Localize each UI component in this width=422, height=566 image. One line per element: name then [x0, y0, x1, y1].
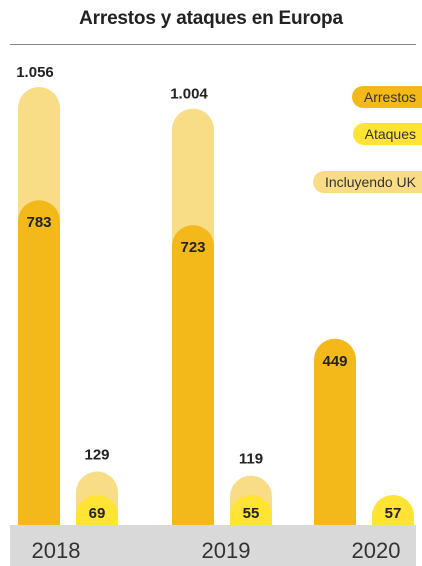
bar-arrestos-2019	[172, 225, 214, 525]
label-arrestos-uk-2019: 1.004	[170, 86, 208, 103]
label-arrestos-2019: 723	[180, 239, 205, 256]
label-ataques-uk-2019: 119	[239, 451, 263, 468]
bar-arrestos-2020	[314, 338, 356, 525]
label-ataques-2020: 57	[385, 505, 402, 522]
legend-item-arrestos: Arrestos	[351, 86, 422, 108]
label-arrestos-2018: 783	[26, 214, 51, 231]
label-arrestos-2020: 449	[322, 353, 347, 370]
x-tick-2018: 2018	[32, 538, 81, 563]
bar-ataques-2018	[76, 495, 118, 525]
legend-item-ataques: Ataques	[352, 123, 422, 145]
x-tick-2019: 2019	[202, 538, 251, 563]
title-divider	[10, 44, 416, 45]
label-ataques-uk-2018: 129	[84, 446, 109, 463]
bar-arrestos-2018	[18, 200, 60, 525]
bar-ataques-2020	[372, 495, 414, 525]
bar-ataques-2019	[230, 495, 272, 525]
label-ataques-2019: 55	[243, 505, 260, 522]
legend-item-incluyendo-uk: Incluyendo UK	[312, 171, 422, 193]
chart-title: Arrestos y ataques en Europa	[79, 8, 343, 29]
label-arrestos-uk-2018: 1.056	[16, 64, 54, 81]
x-axis-band	[10, 525, 416, 566]
label-ataques-2018: 69	[89, 505, 106, 522]
x-tick-2020: 2020	[352, 538, 401, 563]
